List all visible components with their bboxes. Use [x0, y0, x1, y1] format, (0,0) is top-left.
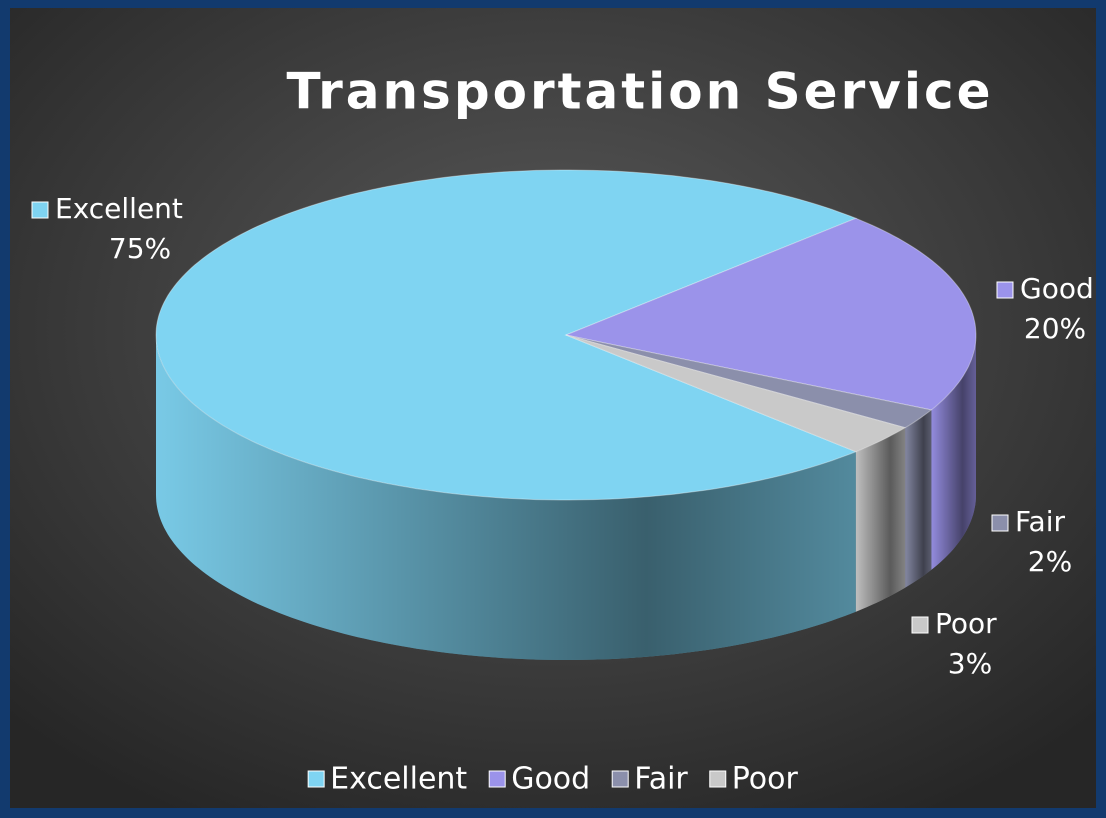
- legend-key: [611, 770, 629, 788]
- data-label-name: Poor: [935, 607, 997, 640]
- legend-label: Excellent: [330, 762, 467, 797]
- label-key: [911, 616, 929, 634]
- slice-side-shade: [931, 335, 976, 570]
- data-label-value: 20%: [1024, 312, 1086, 345]
- slice-side-shade: [156, 335, 856, 660]
- slice: [565, 334, 933, 429]
- label-key: [991, 514, 1009, 532]
- slice-side-shade: [855, 427, 906, 612]
- data-label-value: 2%: [1028, 545, 1072, 578]
- slice-side-shade: [905, 409, 932, 588]
- slice: [564, 217, 977, 411]
- chart-title: Transportation Service: [286, 63, 993, 121]
- legend-label: Poor: [732, 762, 799, 797]
- slice: [565, 334, 907, 453]
- legend-key: [709, 770, 727, 788]
- legend-label: Fair: [634, 762, 688, 797]
- label-key: [996, 281, 1014, 299]
- data-label-name: Fair: [1015, 505, 1065, 538]
- legend-label: Good: [511, 762, 590, 797]
- legend-key: [307, 770, 325, 788]
- data-label-value: 75%: [109, 232, 171, 265]
- data-label-name: Excellent: [55, 192, 183, 225]
- slice: [155, 169, 858, 501]
- legend: Excellent Good Fair Poor: [307, 762, 799, 797]
- data-label-name: Good: [1020, 272, 1094, 305]
- label-key: [31, 201, 49, 219]
- legend-key: [488, 770, 506, 788]
- data-label-value: 3%: [948, 647, 992, 680]
